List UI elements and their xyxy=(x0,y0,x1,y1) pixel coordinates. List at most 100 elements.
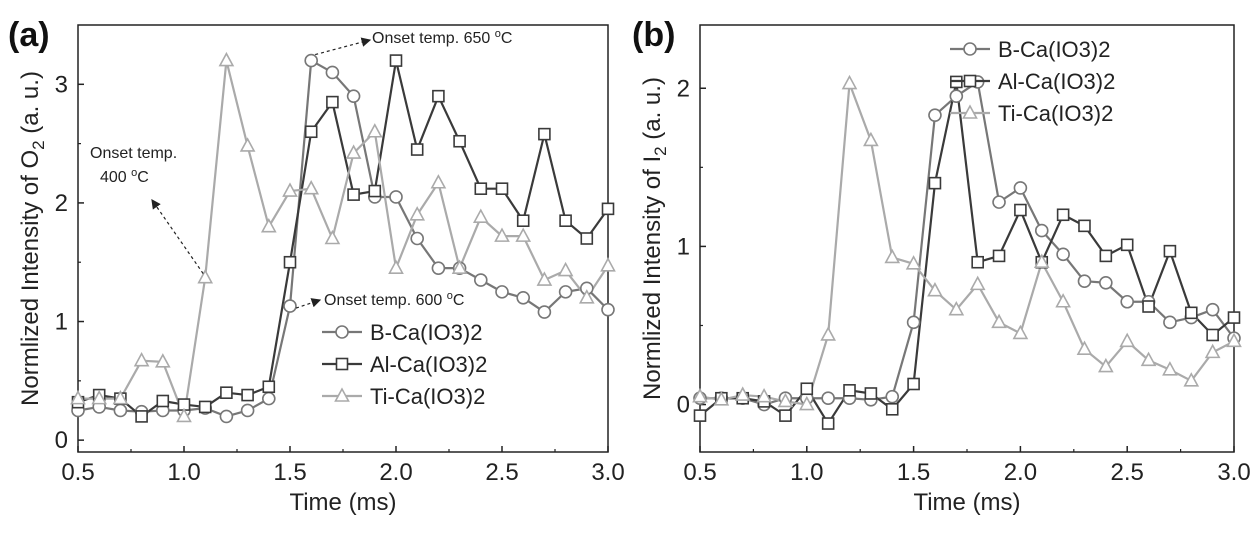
data-point-al xyxy=(241,388,254,402)
y-tick-label: 2 xyxy=(677,75,690,102)
data-point-b xyxy=(1205,302,1220,317)
data-point-ti xyxy=(1162,361,1178,376)
legend-marker xyxy=(963,74,977,88)
data-point-ti xyxy=(451,259,468,274)
data-point-ti xyxy=(133,351,150,367)
data-point-ti xyxy=(472,208,489,223)
data-point-al xyxy=(971,255,984,269)
data-point-ti xyxy=(991,313,1007,329)
data-point-b xyxy=(537,305,552,319)
data-point-ti xyxy=(1097,357,1114,373)
legend-label: Al-Ca(IO3)2 xyxy=(998,69,1115,94)
data-point-al xyxy=(885,402,899,416)
data-point-al xyxy=(1120,238,1134,252)
data-point-al xyxy=(843,384,856,397)
data-point-ti xyxy=(70,389,86,405)
data-point-al xyxy=(538,127,551,141)
data-point-al xyxy=(1099,249,1113,263)
data-point-ti xyxy=(1119,332,1136,348)
legend-marker xyxy=(962,104,978,119)
data-point-ti xyxy=(303,180,320,195)
data-point-ti xyxy=(884,248,901,264)
x-tick-label: 1.0 xyxy=(167,459,200,486)
x-tick-label: 1.0 xyxy=(790,459,823,486)
data-point-b xyxy=(283,299,297,313)
data-point-b xyxy=(473,273,488,287)
data-point-al xyxy=(304,125,318,139)
data-point-ti xyxy=(1226,332,1242,348)
data-point-al xyxy=(821,417,835,430)
data-point-ti xyxy=(557,261,574,277)
data-point-b xyxy=(1099,275,1113,290)
data-point-ti xyxy=(841,74,858,90)
x-tick-label: 3.0 xyxy=(591,459,624,486)
data-point-b xyxy=(1077,274,1092,289)
data-point-al xyxy=(1227,311,1241,324)
data-point-al xyxy=(1184,306,1198,320)
data-point-al xyxy=(1206,328,1219,342)
x-tick-label: 2.0 xyxy=(379,459,412,486)
y-tick-label: 2 xyxy=(55,190,68,217)
data-point-ti xyxy=(324,229,341,245)
data-point-b xyxy=(410,231,425,246)
data-point-b xyxy=(1163,315,1177,330)
data-point-ti xyxy=(154,353,171,368)
annotation-onset-600: Onset temp. 600 oC xyxy=(324,290,464,309)
y-axis-label: Normlized Intensity of I2 (a. u.) xyxy=(639,77,670,400)
y-tick-label: 1 xyxy=(55,309,68,336)
data-point-ti xyxy=(600,257,616,272)
data-point-ti xyxy=(1204,343,1221,359)
data-point-ti xyxy=(430,174,447,189)
data-point-al xyxy=(864,387,878,400)
y-tick-label: 1 xyxy=(677,233,690,260)
y-axis-label-unit: (a. u.) xyxy=(639,77,666,146)
data-point-b xyxy=(992,195,1006,209)
data-point-ti xyxy=(905,255,922,270)
data-point-ti xyxy=(863,131,879,147)
data-point-al xyxy=(1014,203,1027,217)
data-point-al xyxy=(601,202,615,216)
data-point-ti xyxy=(1140,351,1157,367)
data-point-al xyxy=(283,255,297,269)
annotation-arrow xyxy=(295,298,322,309)
data-point-ti xyxy=(948,300,965,316)
data-point-ti xyxy=(345,144,362,159)
x-tick-label: 2.0 xyxy=(1004,459,1037,486)
data-point-b xyxy=(906,315,921,330)
data-point-al xyxy=(198,400,212,414)
data-point-b xyxy=(113,403,128,418)
data-point-ti xyxy=(239,137,256,152)
data-point-al xyxy=(580,232,594,245)
data-point-ti xyxy=(1076,340,1093,356)
data-point-al xyxy=(495,182,509,195)
data-point-b xyxy=(928,108,942,122)
x-tick-label: 1.5 xyxy=(897,459,930,486)
y-axis-label-text: Normlized Intensity of I xyxy=(639,156,666,400)
data-point-b xyxy=(885,389,900,404)
legend-marker xyxy=(335,357,349,371)
legend: B-Ca(IO3)2 Al-Ca(IO3)2 Ti-Ca(IO3)2 xyxy=(950,37,1115,126)
data-point-b xyxy=(821,391,835,406)
data-point-b xyxy=(219,409,234,424)
panel-label: (a) xyxy=(8,16,50,54)
legend: B-Ca(IO3)2 Al-Ca(IO3)2 Ti-Ca(IO3)2 xyxy=(322,320,487,409)
data-point-al xyxy=(432,89,445,103)
data-point-ti xyxy=(777,392,794,408)
data-point-b xyxy=(1034,223,1049,238)
series-line-al xyxy=(699,80,1235,425)
y-axis-label: Normlized Intensity of O2 (a. u.) xyxy=(17,71,48,406)
data-point-al xyxy=(1056,208,1070,222)
data-point-al xyxy=(262,380,276,394)
data-point-ti xyxy=(734,386,751,401)
data-point-al xyxy=(779,409,792,422)
data-point-al xyxy=(135,410,148,423)
data-point-al xyxy=(389,54,403,67)
data-point-ti xyxy=(820,326,837,341)
legend-marker xyxy=(963,42,977,56)
data-point-al xyxy=(516,214,530,228)
data-point-al xyxy=(928,176,942,190)
data-point-b xyxy=(325,65,340,80)
x-tick-label: 2.5 xyxy=(485,459,518,486)
data-point-ti xyxy=(218,51,235,67)
